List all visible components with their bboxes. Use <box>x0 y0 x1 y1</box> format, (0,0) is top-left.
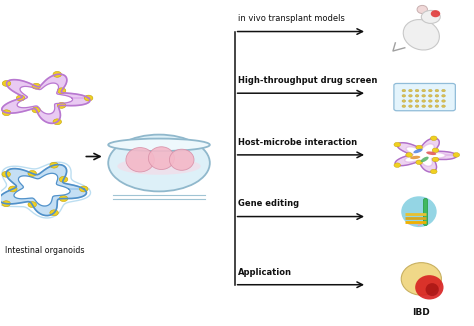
Ellipse shape <box>431 10 440 17</box>
FancyBboxPatch shape <box>394 83 456 111</box>
Text: Application: Application <box>238 268 292 277</box>
Circle shape <box>428 105 432 108</box>
Ellipse shape <box>126 148 155 172</box>
Ellipse shape <box>410 156 420 159</box>
Ellipse shape <box>426 283 439 296</box>
Circle shape <box>415 100 419 102</box>
Ellipse shape <box>426 152 436 155</box>
Circle shape <box>422 100 426 102</box>
Circle shape <box>9 186 17 192</box>
Polygon shape <box>395 138 456 172</box>
Circle shape <box>409 89 412 92</box>
Ellipse shape <box>413 149 423 153</box>
Circle shape <box>416 145 422 150</box>
Ellipse shape <box>417 6 428 13</box>
Circle shape <box>394 142 401 147</box>
Circle shape <box>32 107 40 113</box>
Circle shape <box>2 171 10 177</box>
Ellipse shape <box>118 158 201 175</box>
Circle shape <box>28 201 36 207</box>
Circle shape <box>435 105 439 108</box>
Ellipse shape <box>148 147 174 170</box>
Circle shape <box>409 105 412 108</box>
Ellipse shape <box>401 263 441 295</box>
Circle shape <box>430 136 437 141</box>
Circle shape <box>402 105 406 108</box>
Circle shape <box>406 153 412 157</box>
Circle shape <box>428 95 432 97</box>
Circle shape <box>435 95 439 97</box>
Circle shape <box>415 105 419 108</box>
Circle shape <box>50 210 58 216</box>
Circle shape <box>402 89 406 92</box>
Circle shape <box>422 105 426 108</box>
Circle shape <box>80 186 88 192</box>
Circle shape <box>32 83 40 89</box>
Circle shape <box>2 110 11 116</box>
Circle shape <box>415 89 419 92</box>
Circle shape <box>432 157 439 162</box>
Circle shape <box>394 163 401 168</box>
Circle shape <box>59 176 68 182</box>
Circle shape <box>402 95 406 97</box>
Ellipse shape <box>108 135 210 191</box>
Circle shape <box>16 95 25 101</box>
Ellipse shape <box>403 20 439 50</box>
Ellipse shape <box>401 196 437 227</box>
Circle shape <box>435 89 439 92</box>
Circle shape <box>442 89 446 92</box>
Text: High-throughput drug screen: High-throughput drug screen <box>238 76 378 85</box>
Circle shape <box>59 196 68 201</box>
Circle shape <box>442 105 446 108</box>
Circle shape <box>409 100 412 102</box>
Circle shape <box>428 89 432 92</box>
Text: in vivo transplant models: in vivo transplant models <box>238 14 345 23</box>
Polygon shape <box>2 74 90 123</box>
Ellipse shape <box>169 149 194 170</box>
Circle shape <box>402 100 406 102</box>
Polygon shape <box>0 165 86 215</box>
Circle shape <box>435 100 439 102</box>
Text: Gene editing: Gene editing <box>238 200 300 208</box>
Circle shape <box>422 89 426 92</box>
Circle shape <box>57 88 66 94</box>
Text: Intestinal organoids: Intestinal organoids <box>5 246 85 255</box>
Circle shape <box>428 100 432 102</box>
Circle shape <box>442 95 446 97</box>
Ellipse shape <box>421 10 440 23</box>
Circle shape <box>2 81 11 86</box>
Ellipse shape <box>108 139 210 151</box>
Circle shape <box>53 119 62 125</box>
Circle shape <box>409 95 412 97</box>
Circle shape <box>442 100 446 102</box>
Circle shape <box>84 95 93 101</box>
Circle shape <box>432 148 439 153</box>
Ellipse shape <box>415 275 444 300</box>
Circle shape <box>453 153 460 157</box>
Circle shape <box>416 160 422 165</box>
Circle shape <box>415 95 419 97</box>
Circle shape <box>53 71 62 77</box>
Circle shape <box>2 201 10 207</box>
Text: Host-microbe interaction: Host-microbe interaction <box>238 138 357 147</box>
Text: IBD: IBD <box>412 308 430 317</box>
Circle shape <box>28 170 36 176</box>
Circle shape <box>50 162 58 168</box>
Circle shape <box>430 169 437 174</box>
Circle shape <box>422 95 426 97</box>
Ellipse shape <box>420 157 428 162</box>
Circle shape <box>57 102 66 108</box>
